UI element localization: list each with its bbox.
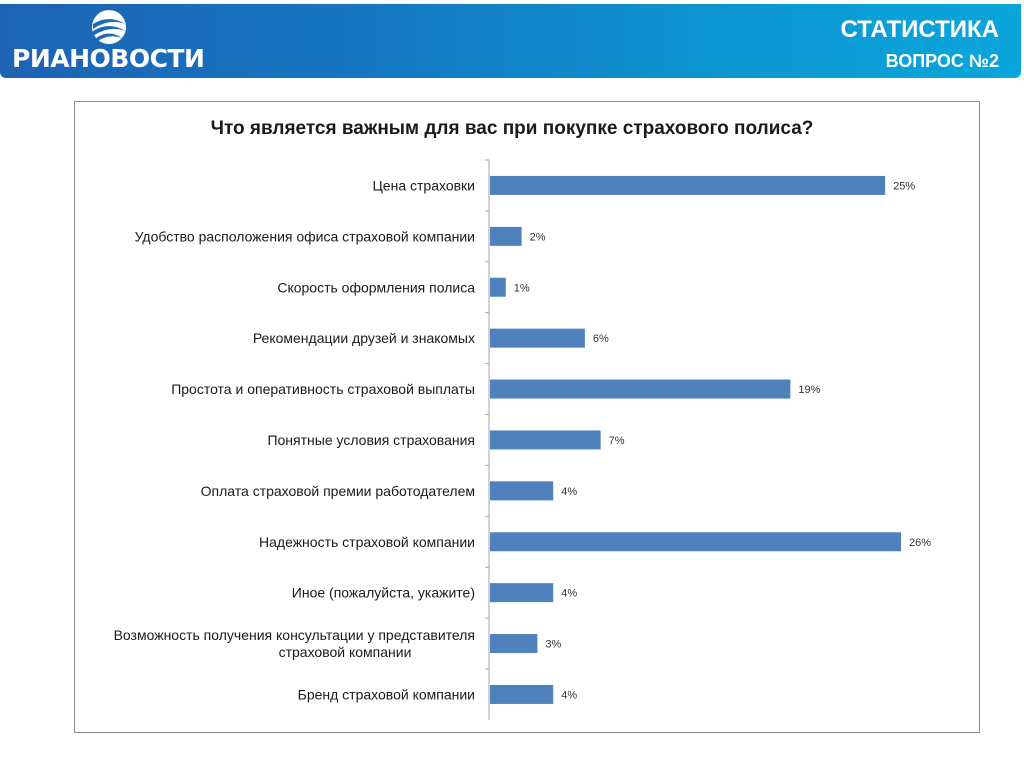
- category-label: Понятные условия страхования: [267, 432, 475, 448]
- bar: [490, 634, 538, 654]
- bar-chart: 25% Цена страховки 2% Удобство расположения…: [114, 159, 931, 720]
- bar: [490, 379, 791, 399]
- category-label: Рекомендации друзей и знакомых: [253, 330, 475, 346]
- bar: [490, 175, 886, 195]
- bar: [490, 583, 554, 603]
- bar: [490, 532, 901, 552]
- header-subtitle: ВОПРОС №2: [885, 51, 999, 71]
- category-label: Иное (пожалуйста, укажите): [292, 585, 475, 601]
- category-label: Бренд страховой компании: [298, 686, 475, 702]
- ria-novosti-logo: РИАНОВОСТИ: [10, 4, 205, 78]
- bar: [490, 684, 554, 704]
- category-label: Цена страховки: [372, 177, 475, 193]
- category-label: Возможность получения консультации у пре…: [114, 627, 475, 660]
- bar: [490, 430, 601, 450]
- header-title: СТАТИСТИКА: [840, 16, 999, 43]
- bar: [490, 226, 522, 246]
- data-label: 4%: [561, 689, 577, 701]
- data-label: 26%: [909, 537, 931, 549]
- data-label: 4%: [561, 486, 577, 498]
- data-label: 3%: [545, 639, 561, 651]
- chart-title: Что является важным для вас при покупке …: [210, 118, 814, 139]
- bar: [490, 328, 585, 348]
- data-label: 19%: [798, 384, 820, 396]
- chart-frame: Что является важным для вас при покупке …: [74, 101, 980, 733]
- category-label: Простота и оперативность страховой выпла…: [171, 381, 475, 397]
- data-label: 7%: [609, 435, 625, 447]
- category-label: Оплата страховой премии работодателем: [201, 483, 475, 499]
- data-label: 6%: [593, 333, 609, 345]
- category-label: Скорость оформления полиса: [277, 279, 475, 295]
- category-label: Удобство расположения офиса страховой ко…: [135, 228, 475, 244]
- data-label: 4%: [561, 588, 577, 600]
- bar: [490, 277, 506, 297]
- header-banner: РИАНОВОСТИ СТАТИСТИКА ВОПРОС №2: [0, 4, 1021, 78]
- data-label: 1%: [514, 282, 530, 294]
- data-label: 2%: [530, 231, 546, 243]
- data-label: 25%: [893, 180, 915, 192]
- logo-text: РИАНОВОСТИ: [12, 44, 205, 73]
- category-label: Надежность страховой компании: [259, 534, 475, 550]
- ria-novosti-logo-icon: [92, 10, 126, 44]
- bar: [490, 481, 554, 501]
